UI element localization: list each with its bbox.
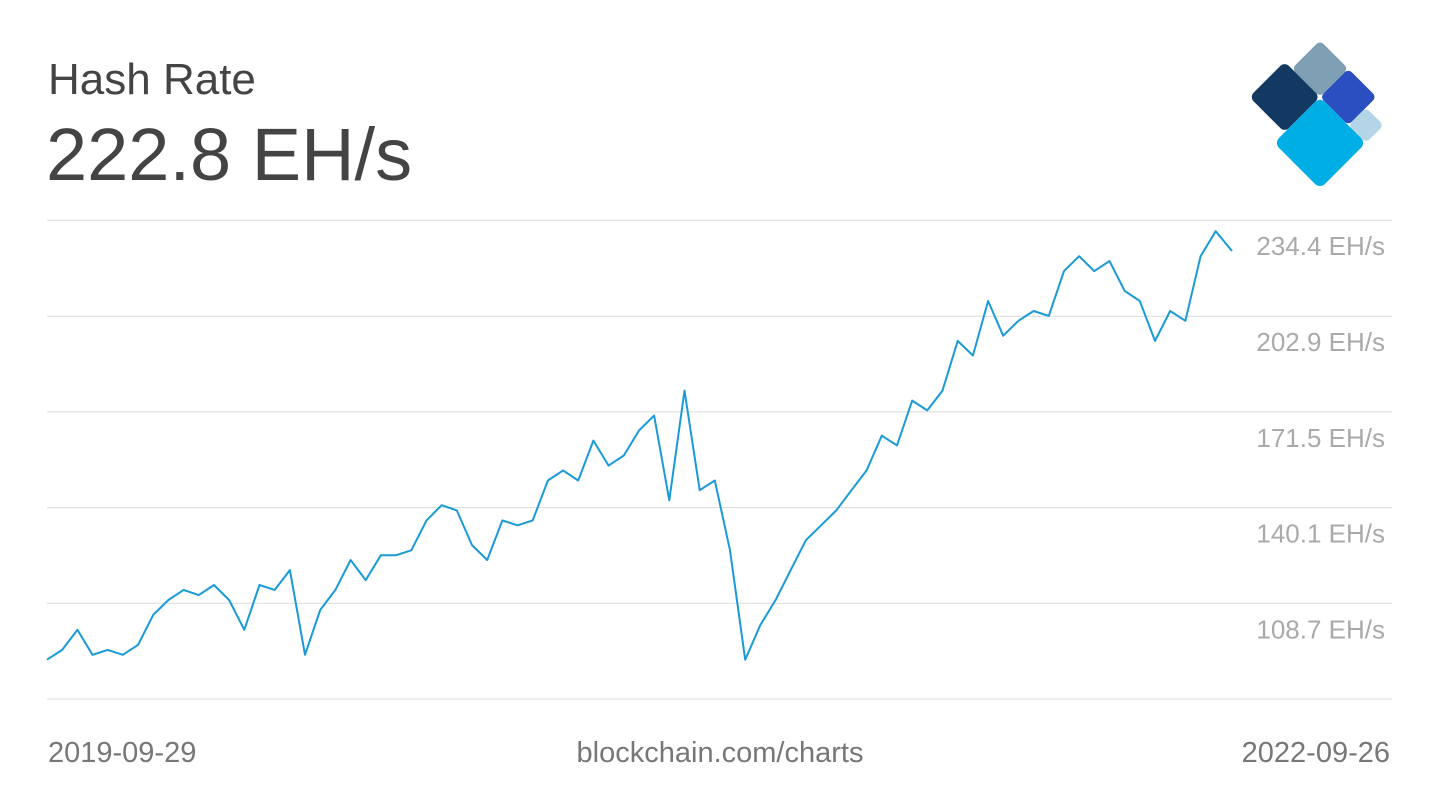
y-tick-label: 108.7 EH/s — [1256, 614, 1385, 644]
current-value: 222.8 EH/s — [46, 113, 412, 196]
logo-tile — [1350, 109, 1382, 141]
logo-tile — [1276, 99, 1364, 187]
logo — [1251, 42, 1382, 187]
y-tick-label: 202.9 EH/s — [1256, 327, 1385, 357]
logo-tile — [1322, 70, 1375, 124]
x-end-label: 2022-09-26 — [1242, 737, 1390, 769]
y-tick-label: 234.4 EH/s — [1256, 231, 1385, 261]
y-tick-label: 140.1 EH/s — [1256, 519, 1385, 549]
logo-tile — [1251, 64, 1318, 130]
hash-rate-line — [46, 230, 1233, 661]
logo-tile — [1293, 42, 1347, 95]
y-tick-label: 171.5 EH/s — [1256, 423, 1385, 453]
chart-title: Hash Rate — [48, 55, 256, 104]
x-start-label: 2019-09-29 — [48, 737, 196, 769]
source-label: blockchain.com/charts — [577, 737, 864, 769]
